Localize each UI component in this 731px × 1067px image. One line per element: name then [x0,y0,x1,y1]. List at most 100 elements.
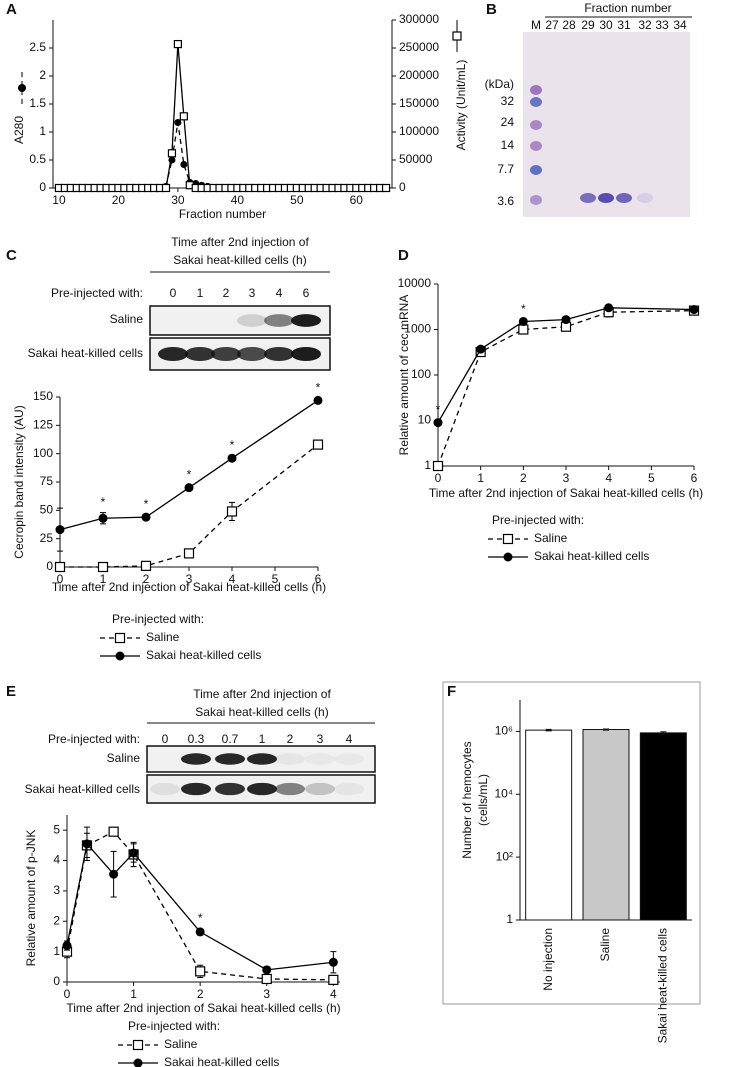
x-tick-label: 1 [100,572,107,586]
x-tick-label: 0 [64,987,71,1001]
y-tick-label: 4 [53,853,60,867]
marker [195,966,206,977]
marker [98,513,108,523]
error-bar [603,728,609,731]
size-label: 24 [501,115,515,129]
x-tick-label: 0 [57,572,64,586]
blot-band [211,346,241,362]
x-axis-label: Time after 2nd injection of Sakai heat-k… [429,486,703,500]
blot-band [305,753,335,765]
lane-label: 2 [223,286,230,300]
blot-band [158,346,188,362]
lane-label: 3 [317,732,324,746]
gel-title: Fraction number [584,1,671,15]
y-tick-label: 2 [39,68,46,82]
x-axis-label: Time after 2nd injection of Sakai heat-k… [66,1001,340,1015]
y-tick-label: 1 [424,458,431,472]
line [58,44,387,189]
gel-band [530,120,542,130]
marker [129,848,139,858]
line [66,830,334,981]
axis-key-marker [18,84,26,92]
y-tick-label: 1000 [404,322,431,336]
lane-label: 32 [638,18,652,32]
lane-label: 3 [249,286,256,300]
legend-label: Saline [534,531,568,545]
lane-label: 1 [197,286,204,300]
error-bar [660,731,667,735]
blot-band [334,782,364,796]
y-tick-label: 0 [39,180,46,194]
row-header: Pre-injected with: [48,732,140,746]
x-tick-label: 2 [197,987,204,1001]
blot-band [150,782,180,796]
legend-marker [133,1058,143,1067]
blot-band [215,782,245,796]
marker [109,869,119,879]
marker [561,315,571,325]
x-tick-label: 4 [330,987,337,1001]
marker [518,316,528,326]
lane-label: M [531,18,541,32]
x-tick-label: No injection [541,928,555,991]
panel-letter: A [6,1,17,18]
legend-label: Saline [146,630,180,644]
y2-tick-label: 100000 [399,124,439,138]
marker [179,112,188,121]
x-tick-label: 0 [435,471,442,485]
lane-label: 27 [545,18,559,32]
legend-marker [132,1039,144,1051]
y-tick-label: 100 [33,446,53,460]
marker [433,418,443,428]
y-tick-label: 10000 [398,276,432,290]
y-tick-label: 10 [418,413,432,427]
legend-label: Saline [164,1037,198,1051]
y-axis-label: Cecropin band intensity (AU) [12,405,26,558]
marker [161,183,171,193]
annotation: * [187,468,192,482]
panel-letter: C [6,247,17,264]
blot-title: Time after 2nd injection of [193,687,331,701]
error-bar [545,728,552,732]
y2-tick-label: 300000 [399,12,439,26]
y-tick-label: 100 [411,367,431,381]
x-tick-label: 40 [231,193,245,207]
y-axis-label: Number of hemocytes [460,741,474,858]
y-tick-label: 1 [39,124,46,138]
marker [604,303,614,313]
gel-band [530,165,542,175]
lane-label: 1 [259,732,266,746]
lane-label: 4 [276,286,283,300]
marker [227,453,237,463]
blot-band [215,753,245,765]
y-tick-label: 2 [53,913,60,927]
y-tick-label: 25 [40,531,54,545]
marker [226,506,238,517]
y-tick-label: 3 [53,883,60,897]
blot-band [275,782,305,796]
x-tick-label: Sakai heat-killed cells [656,928,670,1043]
marker [174,118,182,126]
gel-band [530,195,542,205]
row-label: Sakai heat-killed cells [28,346,143,360]
x-tick-label: 1 [130,987,137,1001]
unit-label: (kDa) [485,77,514,91]
marker [167,149,177,158]
y2-tick-label: 0 [399,180,406,194]
blot-band [237,314,267,327]
marker [313,395,323,405]
gel-band [580,193,596,203]
panel-letter: F [447,683,456,700]
legend-title: Pre-injected with: [492,513,584,527]
lane-label: 0.3 [188,732,205,746]
y-tick-label: 10² [496,849,513,863]
blot-band [275,753,305,765]
lane-label: 28 [562,18,576,32]
x-tick-label: 6 [315,572,322,586]
lane-label: 0 [170,286,177,300]
x-tick-label: 6 [691,471,698,485]
y-tick-label: 10⁴ [494,786,513,800]
x-tick-label: 1 [477,471,484,485]
x-axis-label: Time after 2nd injection of Sakai heat-k… [52,580,326,594]
annotation: * [144,497,149,511]
